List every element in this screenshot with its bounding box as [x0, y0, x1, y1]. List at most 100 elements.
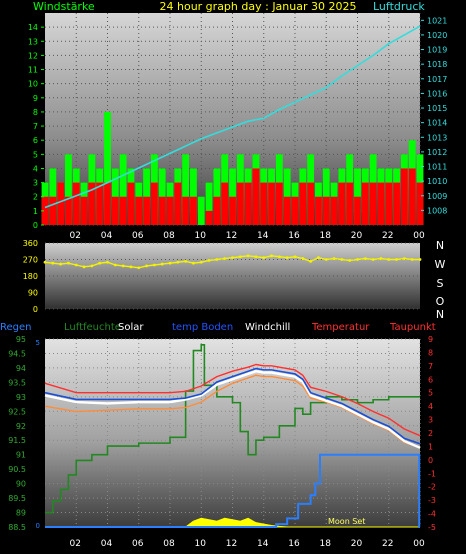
temp-x-tick-label: 06: [132, 539, 144, 549]
winddir-point: [395, 258, 398, 261]
winddir-point: [410, 258, 414, 261]
temp-y-tick-label: 3: [428, 416, 433, 425]
winddir-point: [192, 261, 195, 265]
wind-gust-bar: [244, 182, 252, 225]
wind-y-tick-label: 0: [33, 221, 38, 230]
winddir-point: [387, 258, 391, 261]
rain-y-tick-label: 0: [36, 522, 40, 530]
temp-x-tick-label: 00: [413, 539, 425, 549]
wind-gust-bar: [385, 182, 393, 225]
compass-label: N: [436, 308, 444, 321]
windchill-line: [44, 369, 421, 449]
winddir-point: [317, 256, 320, 260]
wind-avg-bar: [182, 154, 190, 225]
humidity-y-tick-label: 90: [16, 480, 26, 489]
wind-y-tick-label: 6: [33, 136, 38, 145]
wind-gust-bar: [41, 196, 49, 225]
winddir-point: [199, 260, 203, 264]
winddir-point: [262, 256, 266, 260]
temp-y-tick-label: 6: [428, 375, 433, 384]
wind-x-tick-label: 18: [320, 231, 332, 241]
winddir-point: [106, 260, 109, 264]
wind-gust-bar: [221, 182, 229, 225]
wind-gust-bar: [338, 182, 346, 225]
wind-gust-bar: [408, 168, 416, 225]
wind-gust-bar: [72, 182, 80, 225]
wind-gust-bar: [205, 210, 213, 225]
temp-y-tick-label: -1: [428, 469, 436, 478]
winddir-point: [231, 256, 234, 260]
wind-avg-bar: [104, 111, 111, 225]
legend-entry: Solar: [118, 322, 144, 333]
ground-temp-line: [44, 367, 421, 445]
winddir-point: [324, 258, 328, 261]
humidity-y-tick-label: 90.5: [8, 465, 26, 474]
temp-series: [44, 343, 421, 528]
temp-y-tick-label: 0: [428, 456, 433, 465]
temp-y-tick-label: -4: [428, 510, 436, 519]
pressure-y-tick-label: 1011: [427, 163, 447, 172]
wind-y-tick-label: 10: [28, 80, 38, 89]
legend-entry: Temperatur: [311, 322, 370, 333]
temp-y-tick-label: -2: [428, 483, 436, 492]
winddir-point: [215, 258, 219, 261]
wind-gust-bar: [182, 196, 190, 225]
wind-gust-bar: [190, 196, 197, 225]
wind-avg-bar: [119, 154, 127, 225]
winddir-point: [129, 265, 133, 269]
winddir-point: [238, 255, 242, 259]
wind-gust-bar: [236, 182, 244, 225]
temp-y-tick-label: 8: [428, 348, 433, 357]
wind-gust-bar: [361, 182, 369, 225]
legend-entry: Taupunkt: [389, 322, 436, 333]
humidity-y-ticks: 88.5 89 89.5 90 90.5 91 91.5 92 92.5 93 93.5 94 94.5…: [8, 335, 40, 532]
wind-avg-bar: [197, 196, 205, 225]
humidity-y-tick-label: 91: [16, 451, 26, 460]
winddir-point: [74, 263, 78, 267]
temp-y-tick-label: 2: [428, 429, 433, 438]
pressure-axis-label: Luftdruck: [373, 0, 425, 13]
wind-gust-bar: [369, 182, 377, 225]
winddir-point: [379, 257, 383, 260]
wind-gust-bar: [322, 196, 330, 225]
winddir-point: [51, 261, 55, 265]
temp-x-tick-label: 22: [382, 539, 393, 549]
winddir-point: [356, 258, 359, 261]
humidity-y-tick-label: 88.5: [8, 523, 26, 532]
humidity-y-tick-label: 93: [16, 393, 26, 402]
wind-x-tick-label: 20: [351, 231, 363, 241]
winddir-y-tick-label: 270: [23, 256, 38, 265]
wind-gust-bar: [111, 196, 119, 225]
wind-gust-bar: [416, 182, 424, 225]
wind-gust-bar: [213, 196, 221, 225]
winddir-point: [121, 264, 125, 268]
wind-series: [41, 25, 424, 225]
wind-y-tick-label: 4: [33, 164, 38, 173]
wind-gust-bar: [315, 196, 322, 225]
winddir-point: [152, 263, 156, 267]
wind-gust-bar: [65, 196, 72, 225]
winddir-point: [184, 259, 188, 263]
winddir-y-tick-label: 180: [23, 272, 38, 281]
wind-gust-bar: [400, 168, 408, 225]
pressure-y-ticks: 1008 1009 1010 1011 1012 1013 1014 1015 1016 1017…: [421, 16, 447, 215]
winddir-point: [301, 257, 305, 260]
temperature-line: [44, 363, 421, 437]
wind-x-tick-label: 16: [288, 231, 300, 241]
temp-y-ticks: -5 -4 -3 -2 -1 0 1 2 3 4 5 6 7 8 9: [428, 335, 436, 532]
wind-gust-bar: [104, 182, 111, 225]
wind-gust-bar: [283, 196, 291, 225]
winddir-point: [246, 254, 250, 258]
pressure-y-tick-label: 1015: [427, 104, 447, 113]
humidity-y-tick-label: 92.5: [8, 407, 26, 416]
pressure-y-tick-label: 1014: [427, 119, 447, 128]
humidity-y-tick-label: 94: [16, 364, 26, 373]
wind-avg-bar: [205, 182, 213, 225]
winddir-point: [160, 262, 164, 266]
pressure-y-tick-label: 1017: [427, 75, 447, 84]
pressure-y-tick-label: 1012: [427, 148, 447, 157]
humidity-y-tick-label: 95: [16, 335, 26, 344]
temp-y-tick-label: 5: [428, 389, 433, 398]
wind-gust-bar: [299, 182, 307, 225]
